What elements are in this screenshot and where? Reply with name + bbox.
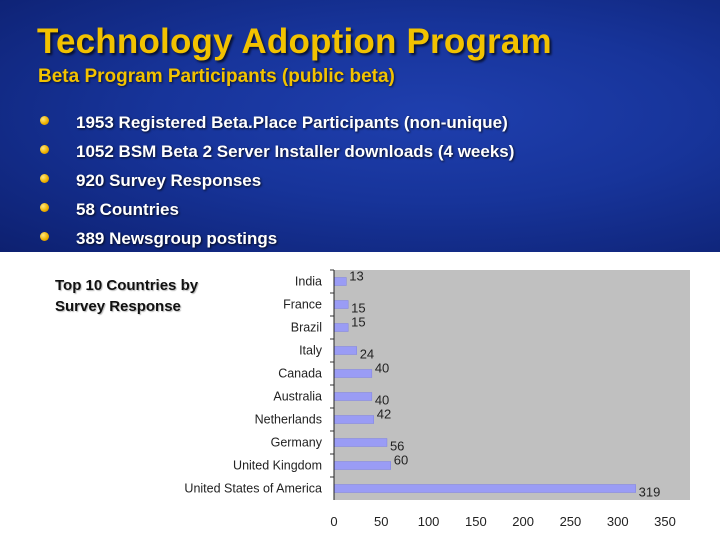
x-tick-label: 200 [512,514,534,529]
bar-united-states-of-america [333,484,636,493]
bar-united-kingdom [333,461,391,470]
bar-italy [333,346,357,355]
slide-title: Technology Adoption Program [37,22,552,61]
chart-caption-line: Survey Response [55,298,181,315]
chart-caption: Top 10 Countries by Survey Response [55,275,230,317]
x-tick-label: 250 [560,514,582,529]
bullet-list: 1953 Registered Beta.Place Participants … [38,108,514,253]
data-label: 15 [351,301,365,316]
bar-brazil [333,323,349,332]
data-label: 40 [375,393,389,408]
bullet-dot-icon [40,116,49,125]
bar-australia [333,392,373,401]
category-label: Brazil [291,321,322,335]
bullet-item: 920 Survey Responses [38,166,514,195]
bullet-item: 1052 BSM Beta 2 Server Installer downloa… [38,137,514,166]
x-tick-label: 350 [654,514,676,529]
data-label: 40 [375,361,389,376]
bullet-dot-icon [40,145,49,154]
bar-france [333,300,349,309]
bullet-text: 1052 BSM Beta 2 Server Installer downloa… [76,142,515,161]
category-label: India [295,275,322,289]
x-tick-label: 50 [374,514,388,529]
bullet-text: 1953 Registered Beta.Place Participants … [76,113,508,132]
x-tick-label: 300 [607,514,629,529]
plot-area [334,270,690,500]
slide-header-background [0,0,720,252]
chart-caption-line: Top 10 Countries by [55,277,199,294]
bullet-dot-icon [40,203,49,212]
x-tick-label: 150 [465,514,487,529]
x-tick-label: 0 [330,514,337,529]
bullet-item: 389 Newsgroup postings [38,224,514,253]
category-label: France [283,298,322,312]
data-label: 60 [394,453,408,468]
bullet-item: 58 Countries [38,195,514,224]
data-label: 24 [360,347,374,362]
data-label: 15 [351,315,365,330]
slide-subtitle: Beta Program Participants (public beta) [38,66,395,87]
bullet-text: 920 Survey Responses [76,171,262,190]
category-label: Italy [299,344,323,358]
data-label: 319 [639,485,661,500]
data-label: 42 [377,407,391,422]
bar-netherlands [333,415,374,424]
category-label: United States of America [184,482,322,496]
category-label: Germany [271,436,323,450]
bar-germany [333,438,388,447]
bar-chart: India 13 France 15 Brazil 15 Italy 24 Canada 40 Au… [184,269,690,529]
bullet-dot-icon [40,232,49,241]
data-label: 56 [390,439,404,454]
bar-canada [333,369,373,378]
bar-india [333,277,347,286]
bullet-item: 1953 Registered Beta.Place Participants … [38,108,514,137]
bullet-text: 389 Newsgroup postings [76,229,278,248]
x-tick-label: 100 [418,514,440,529]
category-label: Canada [278,367,322,381]
category-label: Netherlands [255,413,322,427]
bullet-text: 58 Countries [76,200,179,219]
bullet-dot-icon [40,174,49,183]
category-label: United Kingdom [233,459,322,473]
category-label: Australia [273,390,322,404]
data-label: 13 [349,269,363,284]
